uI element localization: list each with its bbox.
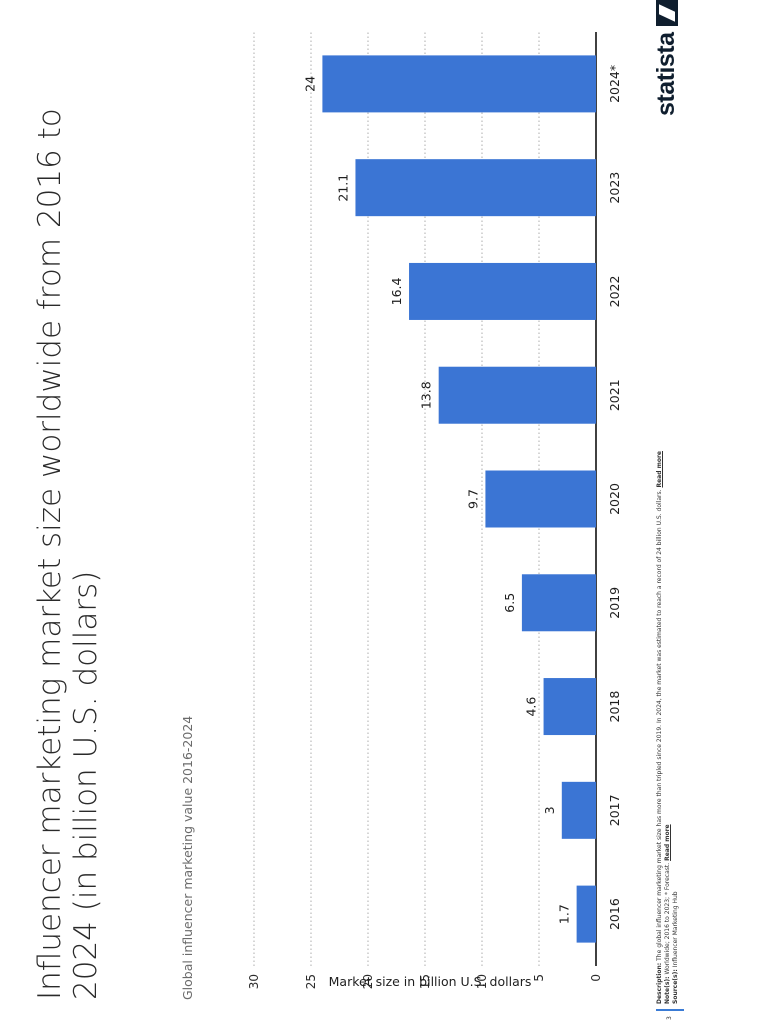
statista-logo-icon (655, 0, 678, 27)
y-tick-label: 5 (532, 974, 546, 982)
notes-label: Note(s): (664, 976, 671, 1004)
logo-wordmark: statista (652, 32, 680, 116)
bar-2017[interactable] (561, 781, 596, 839)
bar-2020[interactable] (485, 470, 597, 528)
x-tick-label: 2024* (607, 65, 622, 103)
data-label: 6.5 (502, 593, 517, 613)
data-label: 24 (302, 76, 317, 92)
bar-2023[interactable] (355, 159, 596, 217)
data-label: 3 (542, 806, 557, 814)
sources-label: Source(s): (672, 969, 679, 1004)
y-tick-label: 15 (418, 974, 432, 989)
x-tick-label: 2022 (607, 276, 622, 308)
bar-2022[interactable] (409, 262, 597, 320)
x-tick-label: 2018 (607, 691, 622, 723)
y-tick-label: 0 (589, 974, 603, 982)
bar-2021[interactable] (438, 366, 596, 424)
labels: 0 5 10 15 20 25 30 1.7 2016 3 2017 4.6 2018 6.5 2019 9.… (247, 65, 622, 989)
y-tick-label: 30 (247, 974, 261, 989)
data-label: 16.4 (389, 277, 404, 305)
footer-accent-bar (656, 1009, 684, 1011)
notes-text: Worldwide; 2016 to 2023; * Forecast. (664, 860, 671, 977)
x-tick-label: 2023 (607, 172, 622, 204)
y-axis-label: Market size in billion U.S. dollars (329, 974, 532, 989)
data-label: 13.8 (419, 381, 434, 409)
x-tick-label: 2020 (607, 483, 622, 515)
y-tick-label: 25 (304, 974, 318, 989)
data-label: 21.1 (335, 174, 350, 202)
read-more-link-description[interactable]: Read more (656, 451, 663, 488)
read-more-link-notes[interactable]: Read more (664, 824, 671, 861)
x-tick-label: 2021 (607, 379, 622, 411)
page-number: 3 (666, 1016, 673, 1020)
notes-line: Note(s): Worldwide; 2016 to 2023; * Fore… (664, 451, 672, 1004)
bar-2016[interactable] (576, 885, 596, 943)
sources-text: Influencer Marketing Hub (672, 891, 679, 970)
description-label: Description: (656, 962, 663, 1004)
x-tick-label: 2019 (607, 587, 622, 619)
statista-logo: statista (652, 0, 681, 116)
x-tick-label: 2017 (607, 794, 622, 826)
description-line: Description: The global influencer marke… (656, 451, 664, 1004)
description-text: The global influencer marketing market s… (656, 487, 663, 963)
sources-line: Source(s): Influencer Marketing Hub (672, 451, 680, 1004)
data-label: 1.7 (557, 904, 572, 924)
bar-2024*[interactable] (322, 55, 596, 113)
bar-2018[interactable] (543, 678, 596, 736)
bar-2019[interactable] (521, 574, 597, 632)
data-label: 9.7 (465, 489, 480, 509)
bars (322, 55, 597, 943)
y-tick-label: 20 (361, 974, 375, 989)
x-tick-label: 2016 (607, 898, 622, 930)
data-label: 4.6 (524, 697, 539, 717)
y-tick-label: 10 (475, 974, 489, 989)
